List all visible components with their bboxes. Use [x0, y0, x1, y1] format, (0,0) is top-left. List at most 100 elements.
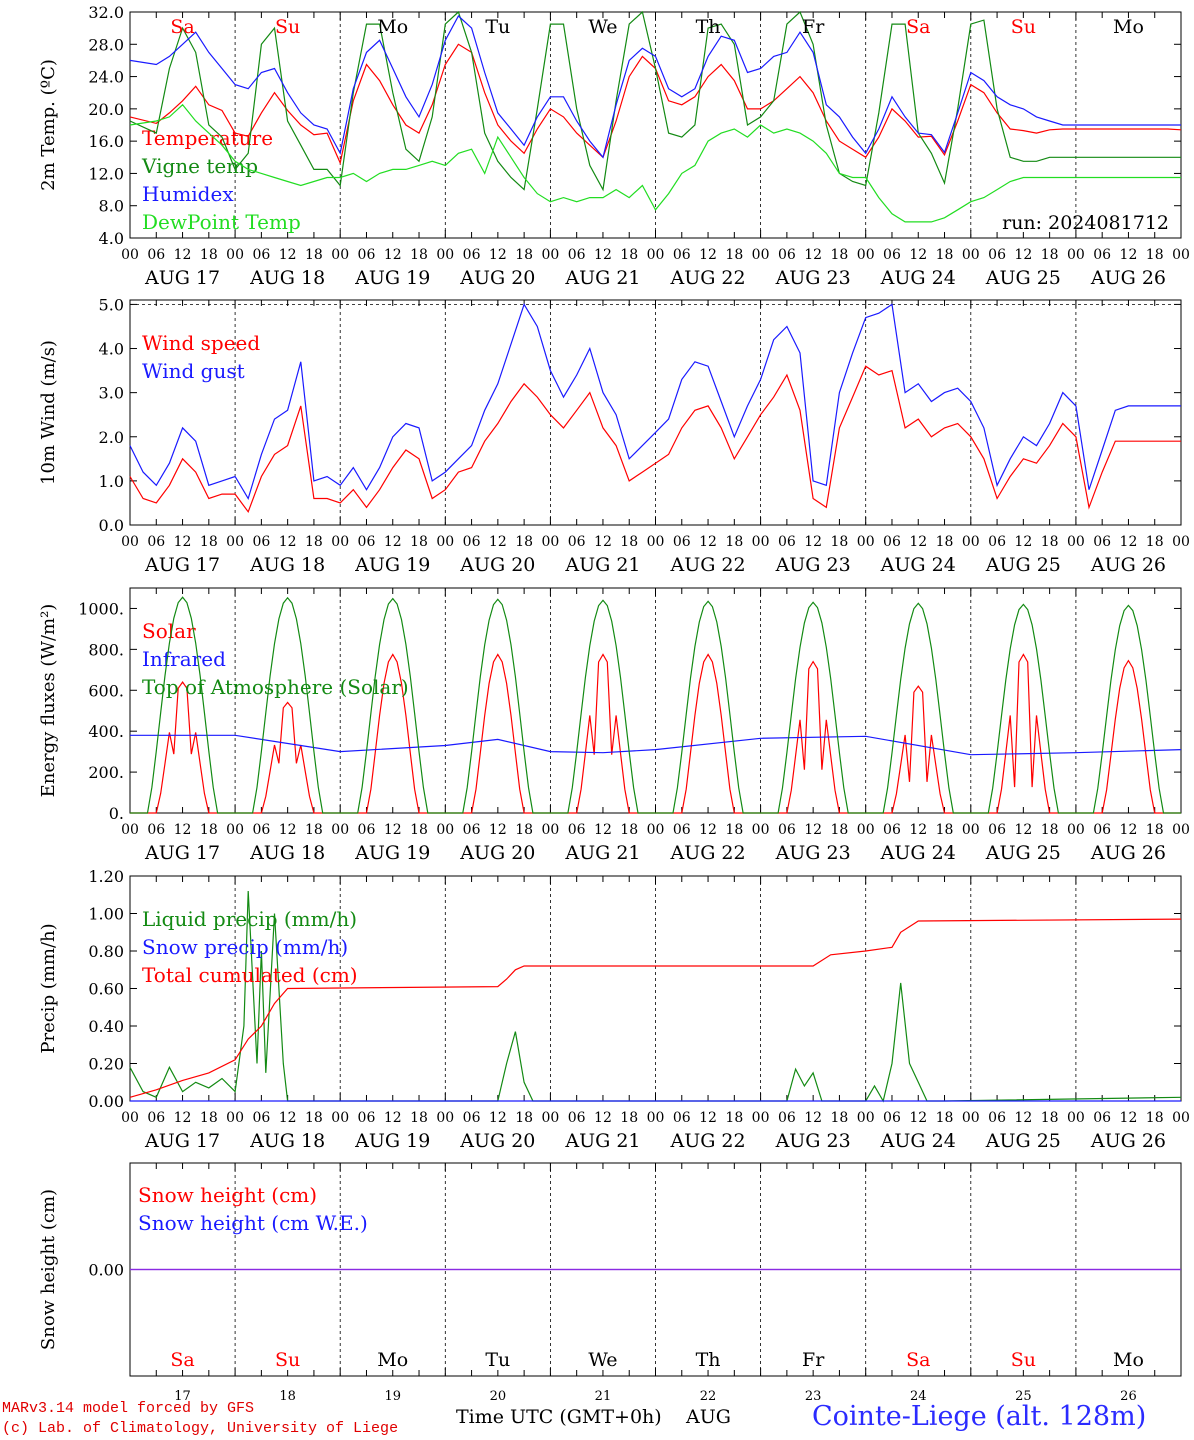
hour-tick-label: 00 [331, 822, 349, 838]
weekday-label-bottom: Fr [802, 1349, 825, 1371]
hour-tick-label: 18 [620, 1110, 638, 1126]
hour-tick-label: 12 [699, 1110, 717, 1126]
legend-entry: DewPoint Temp [142, 210, 301, 234]
hour-tick-label: 18 [200, 247, 218, 263]
hour-tick-label: 18 [305, 1110, 323, 1126]
hour-tick-label: 06 [1093, 1110, 1111, 1126]
y-tick-label: 16.0 [88, 132, 124, 151]
hour-tick-label: 00 [1172, 822, 1190, 838]
hour-tick-label: 18 [831, 534, 849, 550]
hour-tick-label: 18 [515, 247, 533, 263]
date-label: AUG 23 [775, 267, 851, 289]
day-number-label: 22 [700, 1389, 717, 1404]
date-label: AUG 17 [144, 554, 220, 576]
legend-entry: Infrared [142, 647, 226, 671]
date-label: AUG 19 [354, 1130, 430, 1152]
date-label: AUG 20 [459, 842, 535, 864]
y-tick-label: 3.0 [99, 384, 124, 403]
hour-tick-label: 06 [568, 534, 586, 550]
hour-tick-label: 18 [200, 534, 218, 550]
date-label: AUG 18 [249, 267, 325, 289]
precip-panel: 0.00 0.20 0.40 0.60 0.80 1.00 1.20 Precip (mm/h… [38, 867, 1190, 1152]
date-label: AUG 22 [669, 267, 745, 289]
y-tick-label: 0.40 [88, 1017, 124, 1036]
y-tick-label: 0.60 [88, 980, 124, 999]
hour-tick-label: 00 [226, 534, 244, 550]
hour-tick-label: 12 [594, 822, 612, 838]
hour-tick-label: 06 [673, 534, 691, 550]
hour-tick-label: 06 [1093, 534, 1111, 550]
hour-tick-label: 06 [778, 534, 796, 550]
hour-tick-label: 18 [305, 247, 323, 263]
y-tick-label: 4.0 [99, 340, 124, 359]
hour-tick-label: 12 [1014, 247, 1032, 263]
hour-tick-label: 06 [673, 247, 691, 263]
hour-tick-label: 06 [147, 822, 165, 838]
y-axis-label: 2m Temp. (ºC) [38, 59, 59, 191]
hour-tick-label: 12 [279, 247, 297, 263]
weekday-label-top: Th [696, 16, 721, 38]
hour-tick-label: 18 [200, 822, 218, 838]
date-label: AUG 20 [459, 1130, 535, 1152]
y-tick-label: 12.0 [88, 164, 124, 183]
hour-tick-label: 00 [541, 534, 559, 550]
date-label: AUG 24 [880, 1130, 956, 1152]
hour-tick-label: 00 [1067, 247, 1085, 263]
y-tick-label: 200. [88, 763, 124, 782]
hour-tick-label: 00 [857, 247, 875, 263]
hour-tick-label: 18 [936, 1110, 954, 1126]
date-label: AUG 20 [459, 554, 535, 576]
hour-tick-label: 00 [226, 822, 244, 838]
y-axis-label: Snow height (cm) [38, 1189, 59, 1350]
hour-tick-label: 00 [541, 1110, 559, 1126]
hour-tick-label: 18 [200, 1110, 218, 1126]
day-number-label: 24 [910, 1389, 927, 1404]
hour-tick-label: 12 [384, 1110, 402, 1126]
hour-tick-label: 06 [147, 247, 165, 263]
hour-tick-label: 18 [1146, 1110, 1164, 1126]
hour-tick-label: 00 [436, 247, 454, 263]
weekday-label-top: Sa [170, 16, 194, 38]
precip-series-liquid-precip-mm-h- [129, 890, 1182, 1103]
hour-tick-label: 06 [778, 1110, 796, 1126]
weekday-label-bottom: Mo [1113, 1349, 1144, 1371]
day-number-label: 23 [805, 1389, 822, 1404]
hour-tick-label: 00 [436, 534, 454, 550]
weekday-label-bottom: Su [1011, 1349, 1036, 1371]
hour-tick-label: 06 [568, 247, 586, 263]
hour-tick-label: 00 [962, 1110, 980, 1126]
temperature-series-temperature [129, 43, 1182, 165]
legend-entry: Wind speed [142, 331, 260, 355]
y-tick-label: 4.0 [99, 229, 124, 248]
weekday-label-bottom: Sa [906, 1349, 930, 1371]
legend-entry: Snow height (cm) [138, 1183, 317, 1207]
hour-tick-label: 00 [647, 1110, 665, 1126]
hour-tick-label: 06 [358, 822, 376, 838]
date-label: AUG 23 [775, 842, 851, 864]
legend-entry: Top of Atmosphere (Solar) [142, 675, 409, 699]
day-number-label: 26 [1120, 1389, 1137, 1404]
model-credit: MARv3.14 model forced by GFS [2, 1400, 255, 1417]
hour-tick-label: 18 [515, 534, 533, 550]
hour-tick-label: 06 [568, 1110, 586, 1126]
date-label: AUG 24 [880, 267, 956, 289]
hour-tick-label: 00 [752, 1110, 770, 1126]
hour-tick-label: 06 [778, 822, 796, 838]
hour-tick-label: 06 [358, 534, 376, 550]
hour-tick-label: 12 [279, 1110, 297, 1126]
legend-entry: Liquid precip (mm/h) [142, 907, 357, 931]
temperature-series-humidex [129, 15, 1181, 159]
hour-tick-label: 12 [804, 822, 822, 838]
y-tick-label: 2.0 [99, 428, 124, 447]
hour-tick-label: 06 [463, 534, 481, 550]
temperature-series-dewpoint-temp [129, 103, 1181, 223]
hour-tick-label: 18 [1041, 534, 1059, 550]
hour-tick-label: 18 [305, 534, 323, 550]
hour-tick-label: 18 [515, 822, 533, 838]
hour-tick-label: 00 [436, 1110, 454, 1126]
hour-tick-label: 18 [620, 534, 638, 550]
y-tick-label: 1.20 [88, 867, 124, 886]
date-label: AUG 23 [775, 554, 851, 576]
legend-entry: Snow precip (mm/h) [142, 935, 348, 959]
hour-tick-label: 12 [174, 1110, 192, 1126]
